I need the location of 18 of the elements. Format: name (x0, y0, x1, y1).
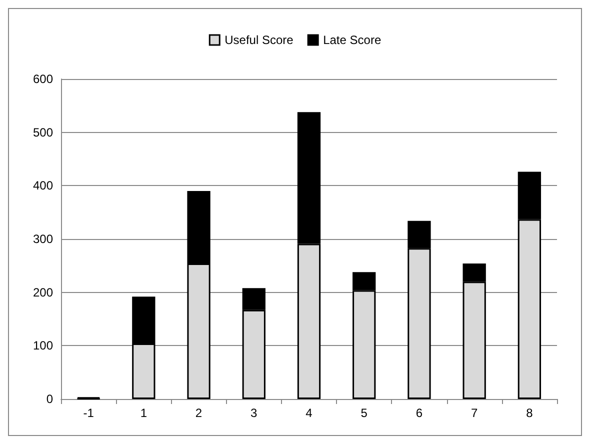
legend-label: Useful Score (224, 33, 294, 47)
y-tick-label: 0 (46, 392, 54, 406)
x-tick-label: 8 (526, 406, 534, 420)
y-tick-label: 600 (32, 72, 54, 86)
x-tick-label: 5 (360, 406, 368, 420)
y-tick-label: 500 (32, 125, 54, 140)
x-tick-label: 7 (470, 406, 478, 420)
y-tick-label: 300 (32, 232, 54, 246)
y-tick-label: 200 (32, 285, 54, 300)
x-tick-label: 1 (140, 406, 148, 420)
x-tick-label: 4 (306, 406, 313, 420)
x-tick-label: 2 (195, 406, 202, 420)
y-tick-label: 400 (32, 178, 54, 193)
x-tick-label: 3 (250, 406, 258, 420)
legend-label: Late Score (323, 33, 382, 47)
y-tick-label: 100 (32, 338, 54, 353)
x-tick-label: 6 (416, 406, 423, 420)
x-tick-label: -1 (83, 406, 94, 420)
